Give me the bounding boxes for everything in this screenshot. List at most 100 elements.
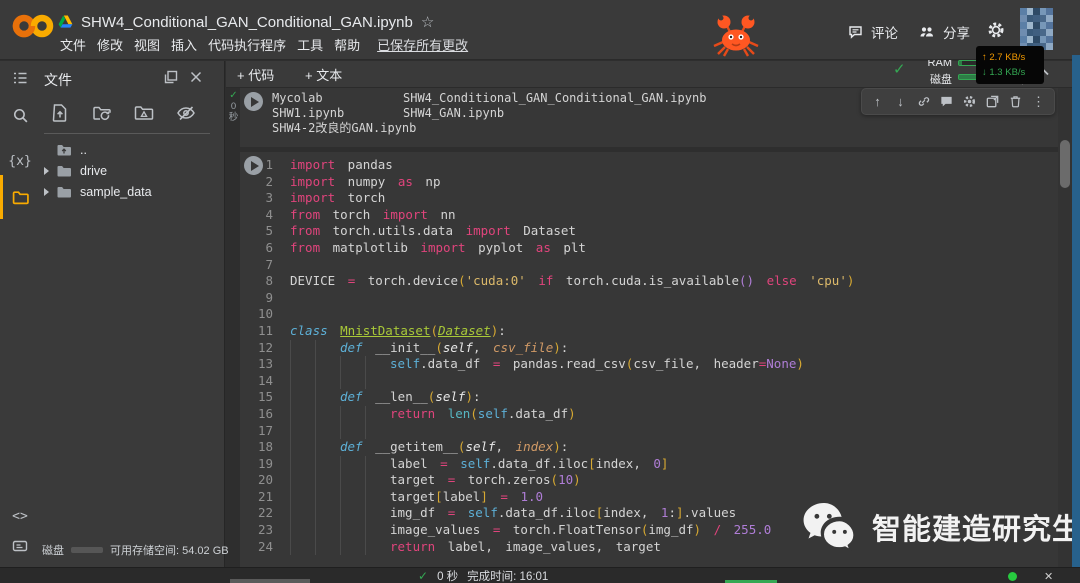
code-line: 24 return label, image_values, target bbox=[240, 538, 854, 556]
move-down-icon[interactable]: ↓ bbox=[897, 94, 904, 109]
comment-icon[interactable] bbox=[937, 92, 956, 111]
indent-guide bbox=[290, 439, 315, 456]
indent-guide bbox=[365, 472, 390, 489]
token: return bbox=[390, 405, 448, 421]
token: = bbox=[440, 455, 461, 471]
delete-icon[interactable] bbox=[1006, 92, 1025, 111]
menu-item[interactable]: 修改 bbox=[97, 38, 124, 53]
tree-item-drive[interactable]: drive bbox=[40, 160, 220, 181]
code-line: 13 self .data_df = pandas.read_csv(csv_fil… bbox=[240, 356, 854, 373]
settings-icon[interactable] bbox=[960, 92, 979, 111]
token: import bbox=[465, 223, 511, 239]
line-content: import torch bbox=[290, 190, 385, 207]
line-number: 3 bbox=[265, 190, 273, 206]
code-line: 17 bbox=[240, 422, 854, 440]
upload-file-icon[interactable] bbox=[50, 103, 70, 123]
token: () bbox=[739, 273, 755, 289]
token: torch.cuda.is_available bbox=[553, 273, 740, 289]
token: class bbox=[290, 322, 341, 338]
disk-usage-row: 磁盘 可用存储空间: 54.02 GB bbox=[42, 542, 229, 558]
more-vert-icon[interactable]: ⋮ bbox=[1032, 93, 1045, 109]
comment-button[interactable]: 评论 bbox=[847, 22, 898, 42]
token: torch.zeros bbox=[467, 472, 551, 488]
open-in-tab-icon[interactable] bbox=[983, 92, 1002, 111]
status-completed-time: 完成时间: 16:01 bbox=[467, 571, 549, 583]
run-cell-button[interactable] bbox=[244, 156, 263, 175]
horizontal-scrollbar-thumb[interactable] bbox=[230, 579, 310, 583]
saved-status-button[interactable]: 已保存所有更改 bbox=[377, 38, 469, 53]
mount-drive-icon[interactable] bbox=[134, 103, 154, 123]
token: , bbox=[472, 339, 494, 355]
status-close-button[interactable]: ✕ bbox=[1044, 570, 1054, 583]
line-number: 13 bbox=[257, 356, 273, 372]
token: torch.device bbox=[367, 273, 459, 289]
variables-icon[interactable]: {x} bbox=[8, 149, 32, 173]
file-tree: .. drive sample_data bbox=[40, 139, 220, 202]
token: = bbox=[492, 356, 513, 372]
token: DEVICE bbox=[290, 273, 348, 289]
indent-guide bbox=[340, 522, 365, 539]
code-snippets-icon[interactable]: <> bbox=[8, 504, 32, 528]
token: = bbox=[447, 505, 468, 521]
code-line: 15 def __len__(self): bbox=[240, 389, 854, 406]
code-editor[interactable]: 1 import pandas 2 import numpy as np 3 import… bbox=[240, 157, 854, 556]
line-content: target = torch.zeros(10) bbox=[290, 472, 581, 489]
token: __init__ bbox=[375, 339, 436, 355]
tree-item-[interactable]: .. bbox=[40, 139, 220, 160]
refresh-folder-icon[interactable] bbox=[92, 103, 112, 123]
menu-item[interactable]: 视图 bbox=[134, 38, 161, 53]
token: index, bbox=[603, 505, 661, 521]
line-content: import pandas bbox=[290, 157, 393, 174]
token: torch.FloatTensor bbox=[512, 522, 641, 538]
panel-title: 文件 bbox=[44, 72, 72, 88]
files-icon[interactable] bbox=[8, 185, 32, 209]
menu-item[interactable]: 插入 bbox=[171, 38, 198, 53]
tree-item-sampledata[interactable]: sample_data bbox=[40, 181, 220, 202]
cell-1[interactable]: Mycolab SHW4_Conditional_GAN_Conditional_… bbox=[240, 88, 1058, 147]
cell-exec-status: ✓ 0 秒 bbox=[227, 90, 240, 123]
close-panel-icon[interactable] bbox=[188, 69, 204, 85]
menu-item[interactable]: 文件 bbox=[60, 38, 87, 53]
indent-guide bbox=[365, 455, 390, 473]
indent-guide bbox=[315, 356, 340, 373]
net-down-speed: ↓ 1.3 KB/s bbox=[982, 67, 1026, 78]
notebook-scroll-area[interactable]: Mycolab SHW4_Conditional_GAN_Conditional_… bbox=[226, 88, 1058, 567]
vertical-scrollbar-track[interactable] bbox=[1058, 88, 1072, 567]
expand-caret-icon[interactable] bbox=[44, 187, 49, 196]
search-icon[interactable] bbox=[8, 103, 32, 127]
line-number: 23 bbox=[257, 522, 273, 538]
expand-panel-icon[interactable] bbox=[163, 69, 179, 85]
menu-item[interactable]: 代码执行程序 bbox=[208, 38, 287, 53]
menu-item[interactable]: 帮助 bbox=[334, 38, 361, 53]
token: __len__ bbox=[375, 389, 428, 405]
add-text-button[interactable]: + 文本 bbox=[305, 65, 342, 84]
indent-guide bbox=[340, 505, 365, 523]
run-cell-button[interactable] bbox=[244, 92, 263, 111]
vertical-scrollbar-thumb[interactable] bbox=[1060, 140, 1070, 188]
folder-icon bbox=[57, 165, 71, 176]
expand-caret-icon[interactable] bbox=[44, 166, 49, 175]
gear-icon[interactable] bbox=[986, 20, 1006, 40]
link-icon[interactable] bbox=[914, 92, 933, 111]
add-code-button[interactable]: + 代码 bbox=[237, 65, 274, 84]
menu-item[interactable]: 工具 bbox=[297, 38, 324, 53]
token: import bbox=[290, 173, 336, 189]
cell-2[interactable]: 1 import pandas 2 import numpy as np 3 import… bbox=[240, 152, 1058, 567]
share-button[interactable]: 分享 bbox=[918, 22, 970, 42]
terminal-icon[interactable] bbox=[8, 534, 32, 558]
avatar[interactable] bbox=[1020, 8, 1053, 50]
indent-guide bbox=[315, 339, 340, 357]
star-icon[interactable]: ☆ bbox=[420, 14, 435, 31]
move-up-icon[interactable]: ↑ bbox=[874, 94, 881, 109]
indent-guide bbox=[290, 422, 315, 440]
code-line: 8 DEVICE = torch.device('cuda:0' if torch… bbox=[240, 273, 854, 290]
notebook-title[interactable]: SHW4_Conditional_GAN_Conditional_GAN.ipy… bbox=[81, 13, 413, 31]
table-of-contents-icon[interactable] bbox=[8, 66, 32, 90]
disk-free-space: 可用存储空间: 54.02 GB bbox=[110, 545, 229, 557]
hide-hidden-files-icon[interactable] bbox=[176, 103, 196, 123]
token: ] bbox=[480, 488, 501, 504]
colab-logo-icon[interactable] bbox=[12, 11, 54, 41]
status-green-dot bbox=[1008, 572, 1017, 581]
token: = bbox=[447, 472, 468, 488]
token: .data_df.iloc bbox=[497, 505, 596, 521]
